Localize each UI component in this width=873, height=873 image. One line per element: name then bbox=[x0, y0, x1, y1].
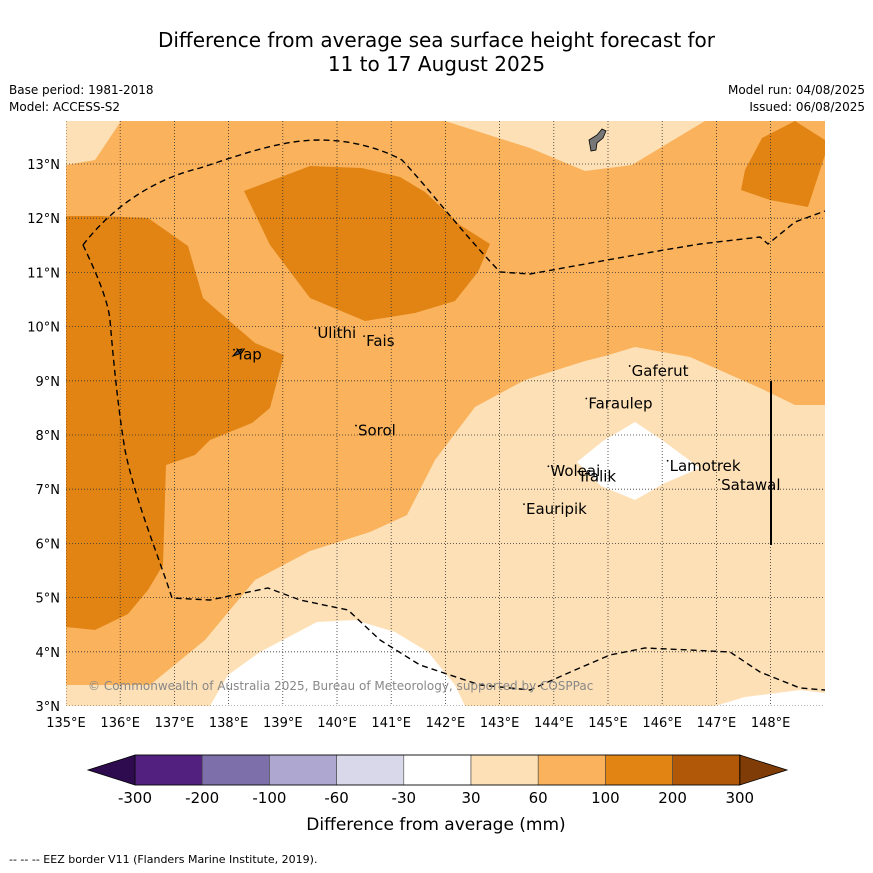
colorbar-tick-label: -30 bbox=[392, 789, 417, 807]
x-tick-label: 143°E bbox=[480, 716, 520, 731]
colorbar-segment bbox=[672, 754, 741, 786]
place-marker bbox=[718, 478, 721, 481]
colorbar-tick-label: 30 bbox=[461, 789, 480, 807]
map-gridlines bbox=[66, 121, 825, 706]
place-label: Yap bbox=[235, 346, 262, 364]
y-tick-label: 13°N bbox=[27, 158, 60, 173]
x-axis-labels: 135°E 136°E 137°E 138°E 139°E 140°E 141°E 142°E… bbox=[46, 716, 790, 731]
title-line-2: 11 to 17 August 2025 bbox=[327, 52, 546, 76]
colorbar-segment bbox=[470, 754, 539, 786]
x-tick-label: 138°E bbox=[209, 716, 249, 731]
map-credit: © Commonwealth of Australia 2025, Bureau… bbox=[88, 679, 593, 693]
y-axis-labels: 3°N 4°N 5°N 6°N 7°N 8°N 9°N 10°N 11°N 12°N 13°N bbox=[27, 158, 60, 715]
place-marker bbox=[233, 348, 235, 351]
y-tick-label: 7°N bbox=[36, 483, 61, 498]
colorbar-tick-label: 200 bbox=[658, 789, 687, 807]
guam-island bbox=[588, 128, 607, 152]
contour-neutral-bottom-right bbox=[715, 690, 825, 706]
model-run-text: Model run: 04/08/2025 bbox=[727, 83, 865, 97]
map-plot-area: Yap Ulithi Fais Sorol Gaferut Faraulep WoleaiI… bbox=[66, 121, 825, 706]
contour-30-60-top bbox=[445, 121, 705, 171]
place-marker bbox=[666, 459, 669, 462]
place-label: Eauripik bbox=[526, 500, 587, 518]
x-tick-label: 148°E bbox=[751, 716, 791, 731]
place-label: Woleai bbox=[550, 462, 600, 480]
colorbar: -300 -200 -100 -60 -30 30 60 100 200 300 bbox=[86, 754, 789, 807]
colorbar-segment bbox=[605, 754, 673, 786]
meta-right: Model run: 04/08/2025 Issued: 06/08/2025 bbox=[728, 82, 865, 116]
colorbar-segment bbox=[134, 754, 203, 786]
colorbar-segment bbox=[336, 754, 405, 786]
colorbar-extend-low bbox=[86, 754, 136, 786]
place-marker bbox=[314, 327, 317, 329]
x-tick-label: 147°E bbox=[697, 716, 737, 731]
base-period-text: Base period: 1981-2018 bbox=[9, 83, 154, 97]
chart-title: Difference from average sea surface heig… bbox=[0, 28, 873, 76]
place-label: Ulithi bbox=[317, 324, 356, 342]
place-marker bbox=[363, 335, 365, 338]
colorbar-extend-high bbox=[739, 754, 789, 786]
place-label: Satawal bbox=[721, 476, 780, 494]
y-tick-label: 6°N bbox=[36, 537, 61, 552]
eez-border-west bbox=[82, 244, 825, 691]
place-marker bbox=[577, 470, 580, 473]
colorbar-outline bbox=[134, 754, 741, 786]
place-label: Lamotrek bbox=[670, 457, 741, 475]
x-tick-label: 139°E bbox=[263, 716, 303, 731]
y-tick-label: 8°N bbox=[36, 429, 61, 444]
y-tick-label: 9°N bbox=[36, 375, 61, 390]
model-text: Model: ACCESS-S2 bbox=[9, 100, 121, 114]
x-tick-label: 141°E bbox=[371, 716, 411, 731]
contour-neutral-south bbox=[210, 620, 465, 706]
colorbar-label: Difference from average (mm) bbox=[306, 815, 565, 835]
colorbar-tick-label: 300 bbox=[725, 789, 754, 807]
x-tick-label: 137°E bbox=[155, 716, 195, 731]
place-marker bbox=[628, 365, 631, 367]
place-label: Sorol bbox=[358, 422, 396, 440]
x-tick-label: 135°E bbox=[46, 716, 86, 731]
place-label: Ifalik bbox=[580, 468, 616, 486]
place-label: Gaferut bbox=[632, 362, 689, 380]
place-marker bbox=[523, 503, 525, 506]
meta-left: Base period: 1981-2018 Model: ACCESS-S2 bbox=[9, 82, 154, 116]
colorbar-segment bbox=[201, 754, 270, 786]
x-tick-label: 140°E bbox=[317, 716, 357, 731]
contour-30-60-top-left bbox=[66, 121, 121, 165]
colorbar-tick-label: 100 bbox=[591, 789, 620, 807]
place-marker bbox=[547, 465, 550, 468]
x-tick-label: 144°E bbox=[534, 716, 574, 731]
colorbar-tick-label: -100 bbox=[252, 789, 286, 807]
place-label: Fais bbox=[366, 332, 395, 350]
contour-100-200-north bbox=[244, 166, 490, 321]
x-tick-label: 142°E bbox=[426, 716, 466, 731]
contour-neutral-center bbox=[577, 422, 700, 500]
y-tick-label: 11°N bbox=[27, 266, 60, 281]
x-tick-label: 136°E bbox=[100, 716, 140, 731]
x-tick-label: 146°E bbox=[642, 716, 682, 731]
place-marker bbox=[585, 397, 588, 400]
colorbar-tick-label: -300 bbox=[118, 789, 152, 807]
y-tick-label: 4°N bbox=[36, 646, 61, 661]
colorbar-segment bbox=[403, 754, 472, 786]
colorbar-segment bbox=[269, 754, 337, 786]
y-tick-label: 5°N bbox=[36, 592, 61, 607]
colorbar-segment bbox=[537, 754, 606, 786]
eez-footnote: -- -- -- EEZ border V11 (Flanders Marine… bbox=[9, 853, 318, 866]
colorbar-tick-label: -200 bbox=[185, 789, 219, 807]
x-tick-label: 145°E bbox=[588, 716, 628, 731]
y-tick-label: 3°N bbox=[36, 700, 61, 715]
place-label: Faraulep bbox=[588, 394, 652, 412]
issued-text: Issued: 06/08/2025 bbox=[749, 100, 865, 114]
y-tick-label: 10°N bbox=[27, 321, 60, 336]
yap-island bbox=[231, 348, 244, 358]
place-labels: Yap Ulithi Fais Sorol Gaferut Faraulep WoleaiI… bbox=[233, 324, 781, 518]
colorbar-tick-label: -60 bbox=[324, 789, 349, 807]
y-tick-label: 12°N bbox=[27, 212, 60, 227]
title-line-1: Difference from average sea surface heig… bbox=[157, 28, 716, 52]
colorbar-tick-label: 60 bbox=[529, 789, 548, 807]
place-marker bbox=[355, 424, 357, 427]
